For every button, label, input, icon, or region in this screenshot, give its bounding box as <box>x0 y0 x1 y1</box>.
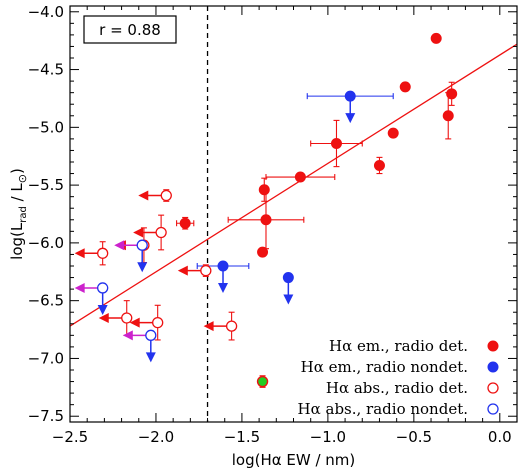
point-em-radio-det <box>330 138 342 150</box>
x-tick-label: −1.0 <box>310 428 346 446</box>
legend-marker <box>487 382 499 394</box>
point-em-radio-det <box>179 217 191 229</box>
upper-limit-arrow-head <box>345 113 356 124</box>
y-tick-label: −5.5 <box>28 176 64 194</box>
left-limit-arrow-head <box>114 240 125 251</box>
x-tick-label: −1.5 <box>224 428 260 446</box>
y-tick-label: −6.0 <box>28 234 64 252</box>
axis-ticks: −2.5 −2.0 −1.5 −1.0 −0.5 0.0 −7.5 −7.0 −6.5 −6.0 −… <box>28 3 518 446</box>
legend: Hα em., radio det. Hα em., radio nondet. H… <box>298 337 499 418</box>
legend-label: Hα em., radio nondet. <box>301 358 468 376</box>
y-axis-title-sun: ⊙ <box>16 174 29 183</box>
left-limit-arrow-head <box>138 190 149 201</box>
x-tick-label: −2.0 <box>138 428 174 446</box>
point-abs-radio-det <box>121 312 133 324</box>
y-axis-title-tail: / L <box>8 183 26 207</box>
y-axis-title-sub: rad <box>18 206 29 223</box>
legend-marker <box>487 403 499 415</box>
legend-label: Hα abs., radio nondet. <box>298 400 468 418</box>
point-em-radio-det <box>294 171 306 183</box>
left-limit-arrow-head <box>129 317 140 328</box>
point-em-radio-det <box>446 88 458 100</box>
point-abs-radio-det <box>200 264 212 277</box>
upper-limit-arrow-head <box>145 352 156 363</box>
fit-line <box>69 43 518 327</box>
point-abs-radio-det <box>160 189 172 202</box>
point-em-radio-det <box>373 159 385 171</box>
x-axis-title: log(Hα EW / nm) <box>232 451 356 469</box>
point-abs-radio-det <box>155 226 167 239</box>
point-special <box>256 375 269 388</box>
x-tick-label: −0.5 <box>396 428 432 446</box>
point-abs-radio-det <box>97 247 109 259</box>
plot-content <box>69 6 518 422</box>
left-limit-arrow-head <box>74 282 85 293</box>
x-tick-label: 0.0 <box>488 428 512 446</box>
point-em-radio-det <box>257 246 269 258</box>
point-em-radio-nondet <box>217 260 229 272</box>
point-em-radio-det <box>442 110 454 122</box>
legend-marker <box>487 340 499 352</box>
left-limit-arrow-head <box>98 313 109 323</box>
correlation-annotation: r = 0.88 <box>83 15 177 44</box>
left-limit-arrow-head <box>133 227 144 238</box>
annotation-text: r = 0.88 <box>99 21 161 39</box>
point-em-radio-nondet <box>282 272 294 284</box>
y-tick-label: −7.5 <box>28 407 64 425</box>
y-tick-label: −7.0 <box>28 349 64 367</box>
legend-label: Hα abs., radio det. <box>326 379 468 397</box>
point-em-radio-det <box>430 32 442 44</box>
point-em-radio-det <box>399 81 411 93</box>
point-em-radio-det <box>258 184 270 196</box>
upper-limit-arrow-head <box>283 294 294 305</box>
upper-limit-arrow-head <box>137 262 148 273</box>
point-abs-radio-det <box>225 320 238 332</box>
left-limit-arrow-head <box>122 330 133 341</box>
point-em-radio-det <box>387 127 399 139</box>
point-abs-radio-nondet <box>145 329 157 341</box>
x-tick-label: −2.5 <box>52 428 88 446</box>
y-axis-title-close: ) <box>8 168 26 174</box>
point-abs-radio-nondet <box>136 239 148 251</box>
y-tick-label: −6.5 <box>28 292 64 310</box>
point-abs-radio-det <box>152 316 164 329</box>
left-limit-arrow-head <box>177 265 188 276</box>
y-tick-label: −4.0 <box>28 3 64 21</box>
upper-limit-arrow-head <box>218 283 229 293</box>
y-axis-title: log(Lrad / L⊙) <box>8 168 29 260</box>
point-abs-radio-nondet <box>97 282 109 294</box>
y-tick-label: −5.0 <box>28 118 64 136</box>
point-em-radio-det <box>260 214 272 226</box>
legend-marker <box>487 361 499 373</box>
upper-limit-arrow-head <box>97 304 108 315</box>
y-tick-label: −4.5 <box>28 61 64 79</box>
left-limit-arrow-head <box>203 321 214 332</box>
left-limit-arrow-head <box>74 248 85 259</box>
annotation-box <box>83 15 177 44</box>
legend-label: Hα em., radio det. <box>329 337 468 355</box>
point-em-radio-nondet <box>344 90 356 102</box>
y-axis-title-main: log(L <box>8 222 26 260</box>
